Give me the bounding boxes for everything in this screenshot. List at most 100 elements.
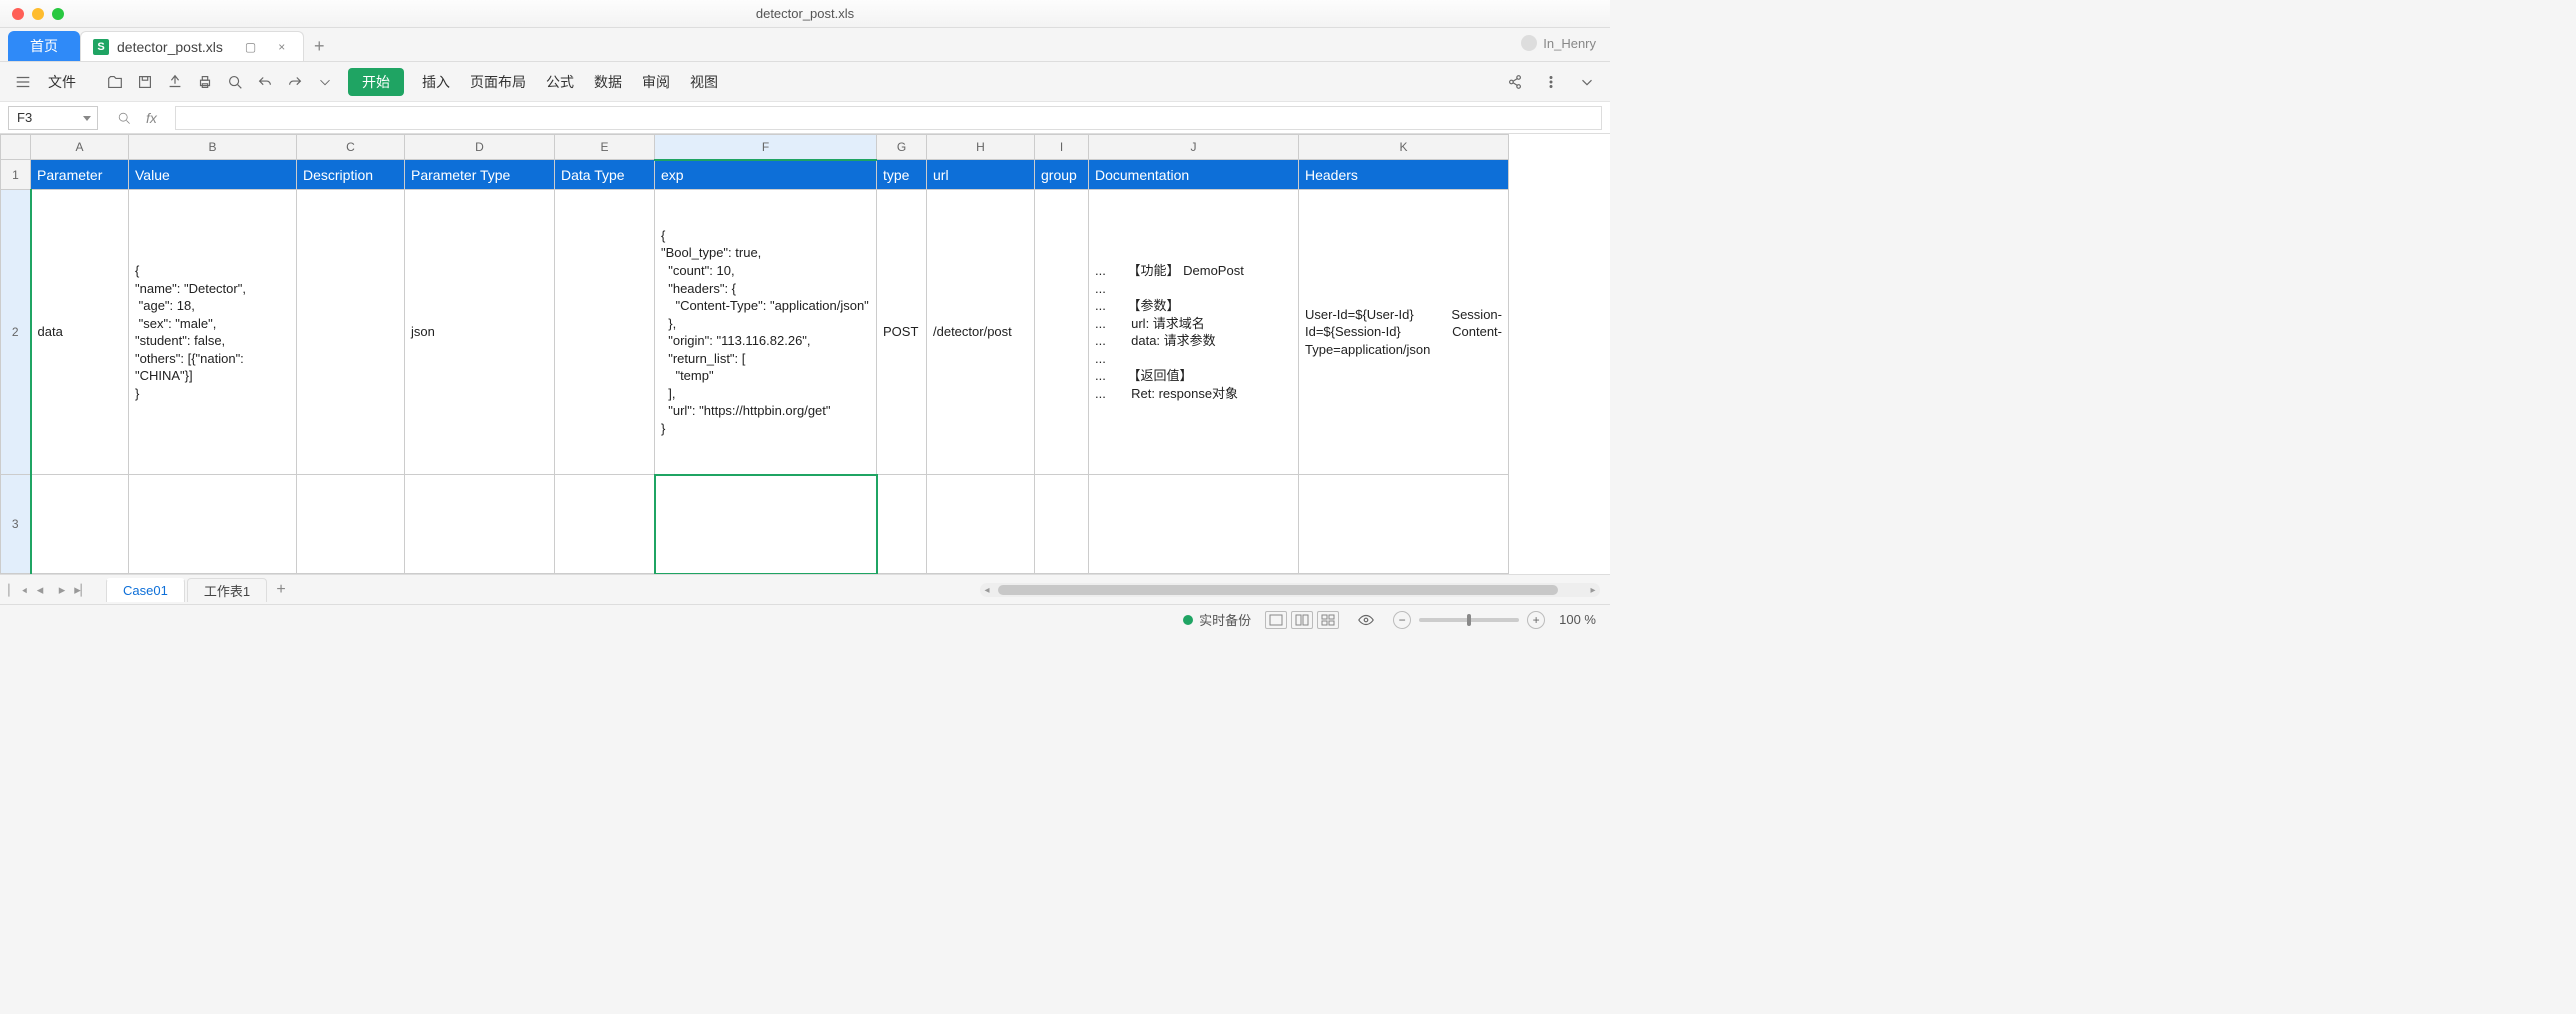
add-tab-button[interactable]: +	[304, 31, 334, 61]
formula-input[interactable]	[175, 106, 1602, 130]
column-header[interactable]: D	[405, 135, 555, 160]
ribbon-review[interactable]: 审阅	[634, 72, 678, 92]
header-cell[interactable]: group	[1035, 160, 1089, 190]
select-all-corner[interactable]	[1, 135, 31, 160]
header-cell[interactable]: Documentation	[1089, 160, 1299, 190]
header-cell[interactable]: Headers	[1299, 160, 1509, 190]
column-header[interactable]: C	[297, 135, 405, 160]
ribbon-formula[interactable]: 公式	[538, 72, 582, 92]
open-icon[interactable]	[102, 69, 128, 95]
column-header[interactable]: I	[1035, 135, 1089, 160]
ribbon-view[interactable]: 视图	[682, 72, 726, 92]
add-sheet-button[interactable]: +	[269, 578, 293, 602]
redo-icon[interactable]	[282, 69, 308, 95]
data-cell[interactable]	[297, 475, 405, 574]
data-cell[interactable]	[1299, 475, 1509, 574]
toolbar-dropdown-icon[interactable]	[312, 69, 338, 95]
sheet-tab-active[interactable]: Case01	[106, 578, 185, 602]
scroll-right-icon[interactable]: ▸	[1586, 585, 1600, 596]
column-header[interactable]: H	[927, 135, 1035, 160]
tab-window-icon[interactable]: ▢	[245, 40, 256, 54]
data-cell[interactable]: /detector/post	[927, 190, 1035, 475]
home-tab[interactable]: 首页	[8, 31, 80, 61]
header-cell[interactable]: Value	[129, 160, 297, 190]
header-cell[interactable]: Description	[297, 160, 405, 190]
horizontal-scrollbar[interactable]: ◂ ▸	[980, 583, 1600, 597]
data-cell[interactable]	[405, 475, 555, 574]
header-cell[interactable]: Parameter Type	[405, 160, 555, 190]
view-normal-icon[interactable]	[1265, 611, 1287, 629]
data-cell[interactable]	[927, 475, 1035, 574]
collapse-ribbon-icon[interactable]	[1574, 69, 1600, 95]
data-cell[interactable]	[555, 475, 655, 574]
column-header[interactable]: A	[31, 135, 129, 160]
data-cell[interactable]	[297, 190, 405, 475]
ribbon-insert[interactable]: 插入	[414, 72, 458, 92]
user-area[interactable]: In_Henry	[1521, 35, 1596, 51]
data-cell[interactable]	[655, 475, 877, 574]
header-cell[interactable]: url	[927, 160, 1035, 190]
data-cell[interactable]	[31, 475, 129, 574]
data-cell[interactable]	[1035, 475, 1089, 574]
preview-icon[interactable]	[222, 69, 248, 95]
column-header[interactable]: F	[655, 135, 877, 160]
column-header[interactable]: K	[1299, 135, 1509, 160]
fx-label[interactable]: fx	[146, 110, 157, 126]
sheet-nav-last-icon[interactable]: ▸⎸	[74, 580, 94, 600]
undo-icon[interactable]	[252, 69, 278, 95]
sheet-tab[interactable]: 工作表1	[187, 578, 267, 602]
data-cell[interactable]	[1035, 190, 1089, 475]
column-header[interactable]: E	[555, 135, 655, 160]
export-icon[interactable]	[162, 69, 188, 95]
fullscreen-window-icon[interactable]	[52, 8, 64, 20]
save-icon[interactable]	[132, 69, 158, 95]
data-cell[interactable]: data	[31, 190, 129, 475]
data-cell[interactable]: POST	[877, 190, 927, 475]
ribbon-pagelayout[interactable]: 页面布局	[462, 72, 534, 92]
data-cell[interactable]: ... 【功能】 DemoPost ... ... 【参数】 ... url: …	[1089, 190, 1299, 475]
eye-icon[interactable]	[1353, 607, 1379, 633]
column-header[interactable]: B	[129, 135, 297, 160]
ribbon-start[interactable]: 开始	[348, 68, 404, 96]
name-box[interactable]: F3	[8, 106, 98, 130]
sheet-nav-next-icon[interactable]: ▸	[52, 580, 72, 600]
scroll-thumb[interactable]	[998, 585, 1558, 595]
data-cell[interactable]: { "Bool_type": true, "count": 10, "heade…	[655, 190, 877, 475]
data-cell[interactable]: json	[405, 190, 555, 475]
ribbon-data[interactable]: 数据	[586, 72, 630, 92]
hamburger-icon[interactable]	[10, 69, 36, 95]
scroll-left-icon[interactable]: ◂	[980, 585, 994, 596]
minimize-window-icon[interactable]	[32, 8, 44, 20]
live-backup-indicator[interactable]: 实时备份	[1183, 610, 1251, 629]
column-header[interactable]: G	[877, 135, 927, 160]
header-cell[interactable]: exp	[655, 160, 877, 190]
zoom-out-button[interactable]: −	[1393, 611, 1411, 629]
zoom-slider[interactable]	[1419, 618, 1519, 622]
row-header[interactable]: 1	[1, 160, 31, 190]
data-cell[interactable]	[1089, 475, 1299, 574]
sheet-nav-prev-icon[interactable]: ◂	[30, 580, 50, 600]
data-cell[interactable]: User-Id=${User-Id} Session-Id=${Session-…	[1299, 190, 1509, 475]
data-cell[interactable]	[877, 475, 927, 574]
spreadsheet-grid[interactable]: ABCDEFGHIJK 1ParameterValueDescriptionPar…	[0, 134, 1610, 574]
zoom-in-button[interactable]: +	[1527, 611, 1545, 629]
close-window-icon[interactable]	[12, 8, 24, 20]
data-cell[interactable]: { "name": "Detector", "age": 18, "sex": …	[129, 190, 297, 475]
menu-file[interactable]: 文件	[40, 72, 84, 92]
more-icon[interactable]	[1538, 69, 1564, 95]
row-header[interactable]: 3	[1, 475, 31, 574]
tab-close-icon[interactable]: ×	[278, 40, 285, 54]
zoom-selection-icon[interactable]	[116, 110, 132, 126]
file-tab[interactable]: S detector_post.xls ▢ ×	[80, 31, 304, 61]
header-cell[interactable]: type	[877, 160, 927, 190]
row-header[interactable]: 2	[1, 190, 31, 475]
column-header[interactable]: J	[1089, 135, 1299, 160]
view-pagelayout-icon[interactable]	[1317, 611, 1339, 629]
header-cell[interactable]: Data Type	[555, 160, 655, 190]
view-pagebreak-icon[interactable]	[1291, 611, 1313, 629]
data-cell[interactable]	[555, 190, 655, 475]
print-icon[interactable]	[192, 69, 218, 95]
share-icon[interactable]	[1502, 69, 1528, 95]
header-cell[interactable]: Parameter	[31, 160, 129, 190]
zoom-level[interactable]: 100 %	[1559, 612, 1596, 627]
